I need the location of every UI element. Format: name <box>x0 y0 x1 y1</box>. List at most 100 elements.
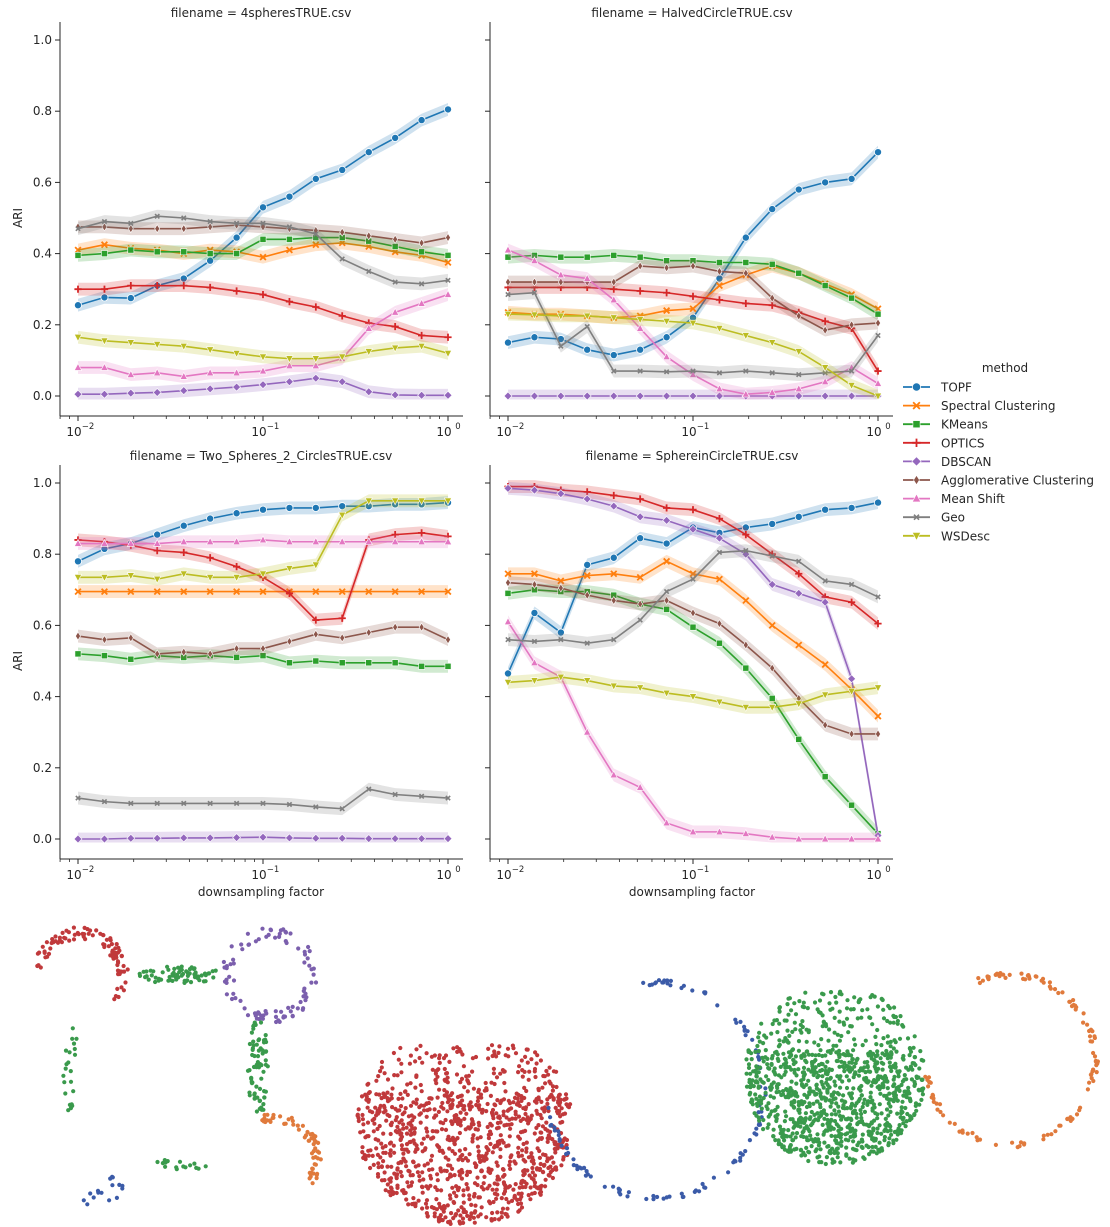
y-tick-label: 0.0 <box>33 832 52 846</box>
panel-title-4spheres: filename = 4spheresTRUE.csv <box>171 6 352 20</box>
point <box>511 1187 516 1192</box>
point <box>404 1125 409 1130</box>
point <box>389 1164 394 1169</box>
data-point <box>101 250 108 257</box>
point <box>751 1084 756 1089</box>
point <box>542 1109 547 1114</box>
data-point <box>556 673 565 682</box>
point <box>507 1134 512 1139</box>
data-point <box>365 628 372 638</box>
data-point <box>392 791 398 798</box>
data-point <box>338 165 347 174</box>
point <box>532 1173 538 1178</box>
point <box>813 1053 818 1058</box>
data-point <box>636 534 645 543</box>
point <box>429 1136 434 1141</box>
point <box>855 1016 860 1021</box>
point <box>172 966 177 972</box>
data-point <box>73 538 83 547</box>
point <box>401 1126 406 1131</box>
data-point <box>715 282 723 290</box>
point <box>155 1159 160 1165</box>
point <box>799 1099 805 1104</box>
point <box>496 1125 501 1130</box>
point <box>420 1170 425 1175</box>
confidence-band <box>78 647 448 673</box>
point <box>626 1190 632 1195</box>
series-dbscan <box>73 830 453 844</box>
point <box>811 1072 816 1078</box>
point <box>143 975 148 980</box>
legend-marker <box>912 420 921 429</box>
point <box>899 1082 904 1088</box>
point <box>853 1071 858 1076</box>
point <box>807 1091 812 1097</box>
point <box>475 1182 480 1188</box>
point <box>811 1069 817 1074</box>
point <box>547 1065 552 1070</box>
point <box>356 1107 361 1112</box>
point <box>424 1051 429 1056</box>
point <box>833 994 838 1000</box>
data-point <box>180 588 188 596</box>
point <box>250 1046 255 1051</box>
point <box>854 1057 859 1063</box>
point <box>1092 1034 1097 1039</box>
point <box>867 1015 872 1020</box>
point <box>401 1188 406 1193</box>
data-point <box>313 804 319 810</box>
data-point <box>206 368 215 377</box>
point <box>842 1052 847 1057</box>
point <box>462 1085 467 1090</box>
point <box>457 1100 462 1105</box>
point <box>870 1022 875 1027</box>
point <box>846 1051 851 1057</box>
point <box>517 1103 522 1108</box>
point <box>424 1126 429 1131</box>
point <box>844 1016 850 1021</box>
point <box>544 1068 549 1074</box>
point <box>547 1173 552 1178</box>
legend-label: Spectral Clustering <box>941 399 1056 413</box>
data-point <box>769 293 776 303</box>
legend-item: TOPF <box>903 381 972 395</box>
point <box>780 1134 785 1139</box>
point <box>524 1146 529 1151</box>
data-point <box>875 594 881 600</box>
point <box>888 1109 893 1114</box>
confidence-band <box>508 243 878 400</box>
data-point <box>715 827 724 836</box>
point <box>917 1102 922 1107</box>
point <box>790 1138 795 1143</box>
point <box>1094 1070 1099 1075</box>
data-point <box>796 558 802 565</box>
point <box>868 995 873 1000</box>
legend-item: Geo <box>903 511 965 525</box>
legend-label: TOPF <box>940 381 972 395</box>
point <box>110 1183 115 1188</box>
point <box>437 1201 442 1206</box>
point <box>766 1101 771 1106</box>
x-tick-exponent: −1 <box>697 422 710 432</box>
point <box>526 1193 531 1198</box>
point <box>557 1137 562 1142</box>
legend-marker <box>911 532 922 542</box>
point <box>970 1130 975 1136</box>
point <box>551 1160 556 1165</box>
point <box>404 1164 409 1169</box>
data-point <box>74 301 83 310</box>
point <box>871 1128 876 1133</box>
point <box>454 1113 459 1118</box>
point <box>552 1128 557 1133</box>
point <box>370 1153 375 1158</box>
point <box>399 1143 404 1148</box>
point <box>258 1062 263 1067</box>
point <box>903 1105 908 1111</box>
point <box>393 1129 398 1134</box>
point <box>734 1020 739 1025</box>
point <box>519 1098 524 1103</box>
point <box>851 1139 856 1144</box>
data-point <box>100 293 109 302</box>
point <box>40 944 45 949</box>
point <box>563 1092 569 1097</box>
